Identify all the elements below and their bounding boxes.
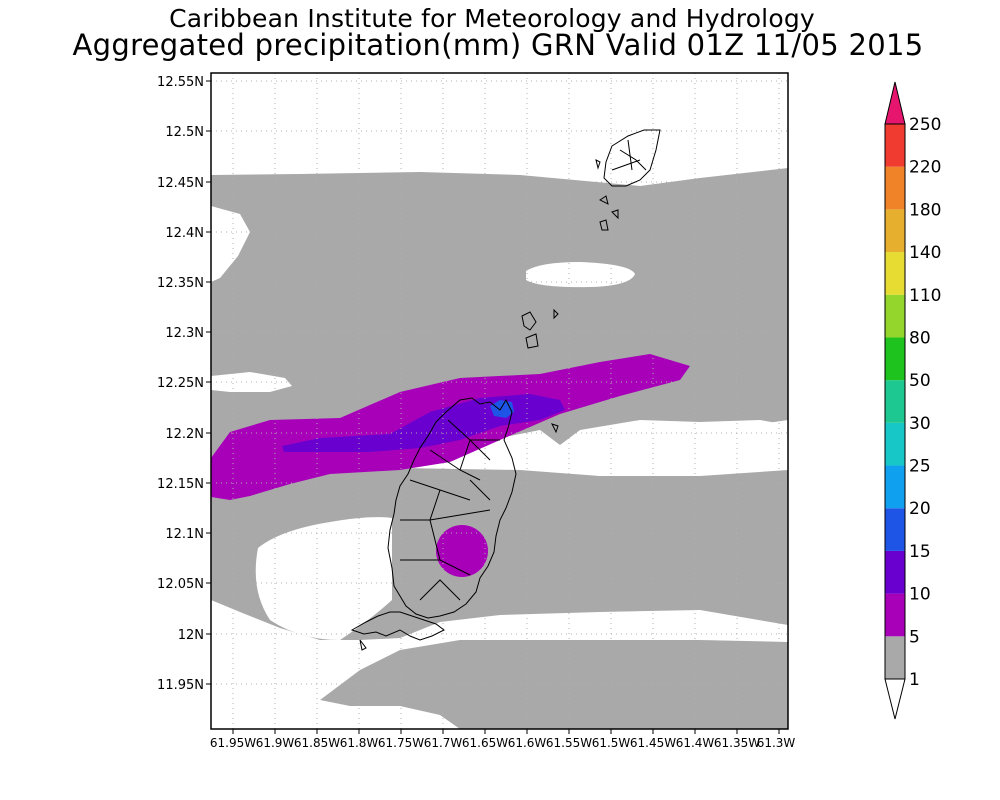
lat-label: 11.95N bbox=[157, 678, 204, 693]
lon-label: 61.65W bbox=[462, 736, 508, 750]
lat-label: 12.35N bbox=[157, 276, 204, 291]
dry-area-east bbox=[575, 420, 788, 476]
lon-label: 61.85W bbox=[294, 736, 340, 750]
axis-ticks bbox=[206, 80, 780, 734]
colorbar-segment-below-min bbox=[884, 678, 906, 720]
rain-area-1-5mm-south bbox=[320, 640, 788, 729]
colorbar-segment bbox=[885, 209, 905, 253]
longitude-labels: 61.95W 61.9W 61.85W 61.8W 61.75W 61.7W 6… bbox=[210, 736, 796, 750]
lat-label: 12.5N bbox=[165, 125, 204, 140]
colorbar-label: 5 bbox=[909, 627, 920, 647]
lat-label: 12.1N bbox=[165, 527, 204, 542]
lon-label: 61.7W bbox=[424, 736, 463, 750]
colorbar-segment bbox=[885, 337, 905, 381]
lat-label: 12.3N bbox=[165, 326, 204, 341]
dry-area-south bbox=[211, 642, 460, 729]
precipitation-fields bbox=[211, 168, 788, 729]
colorbar-segment bbox=[885, 550, 905, 594]
lat-label: 12.2N bbox=[165, 427, 204, 442]
lon-label: 61.9W bbox=[256, 736, 295, 750]
lon-label: 61.6W bbox=[508, 736, 547, 750]
colorbar-label: 1 bbox=[909, 670, 920, 690]
lon-label: 61.55W bbox=[546, 736, 592, 750]
lat-label: 12.15N bbox=[157, 477, 204, 492]
grid-lines bbox=[211, 73, 788, 729]
colorbar-label: 50 bbox=[909, 371, 931, 391]
colorbar-segment bbox=[885, 294, 905, 338]
dry-area-west-1 bbox=[211, 206, 250, 282]
lon-label: 61.35W bbox=[714, 736, 760, 750]
colorbar-segment bbox=[885, 166, 905, 210]
colorbar-segment bbox=[885, 422, 905, 466]
lon-label: 61.95W bbox=[210, 736, 256, 750]
title-institute: Caribbean Institute for Meteorology and … bbox=[169, 4, 815, 33]
lat-label: 12.45N bbox=[157, 176, 204, 191]
lat-label: 12.4N bbox=[165, 226, 204, 241]
colorbar-segment bbox=[885, 508, 905, 551]
colorbar-segment bbox=[885, 380, 905, 423]
dry-area-southwest bbox=[255, 517, 392, 640]
colorbar-label: 30 bbox=[909, 414, 931, 434]
colorbar-label: 250 bbox=[909, 115, 941, 135]
colorbar-segment bbox=[885, 593, 905, 637]
lon-label: 61.75W bbox=[378, 736, 424, 750]
grenada-island bbox=[350, 397, 517, 651]
colorbar-segment bbox=[885, 465, 905, 509]
latitude-labels: 12.55N 12.5N 12.45N 12.4N 12.35N 12.3N 1… bbox=[157, 75, 204, 693]
lon-label: 61.45W bbox=[630, 736, 676, 750]
colorbar-label: 15 bbox=[909, 542, 931, 562]
lat-label: 12N bbox=[178, 628, 204, 643]
colorbar-label: 140 bbox=[909, 243, 941, 263]
colorbar-label: 80 bbox=[909, 328, 931, 348]
colorbar-segment bbox=[885, 252, 905, 295]
lon-label: 61.5W bbox=[592, 736, 631, 750]
colorbar-label: 220 bbox=[909, 158, 941, 178]
colorbar-segment-above-max bbox=[884, 81, 906, 125]
lon-label: 61.3W bbox=[757, 736, 796, 750]
colorbar-label: 10 bbox=[909, 585, 931, 605]
plot-frame bbox=[210, 72, 789, 730]
colorbar-segment bbox=[885, 636, 905, 679]
grenadine-islands bbox=[521, 129, 661, 434]
lat-label: 12.55N bbox=[157, 75, 204, 90]
colorbar-label: 20 bbox=[909, 499, 931, 519]
colorbar-label: 180 bbox=[909, 200, 941, 220]
dry-area-north-island bbox=[526, 262, 635, 288]
colorbar-label: 25 bbox=[909, 457, 931, 477]
lon-label: 61.8W bbox=[340, 736, 379, 750]
colorbar-outline bbox=[884, 123, 906, 680]
lat-label: 12.05N bbox=[157, 577, 204, 592]
colorbar-segment bbox=[885, 124, 905, 167]
title-product: Aggregated precipitation(mm) GRN Valid 0… bbox=[72, 28, 924, 62]
lon-label: 61.4W bbox=[676, 736, 715, 750]
lat-label: 12.25N bbox=[157, 376, 204, 391]
colorbar-label: 110 bbox=[909, 286, 941, 306]
